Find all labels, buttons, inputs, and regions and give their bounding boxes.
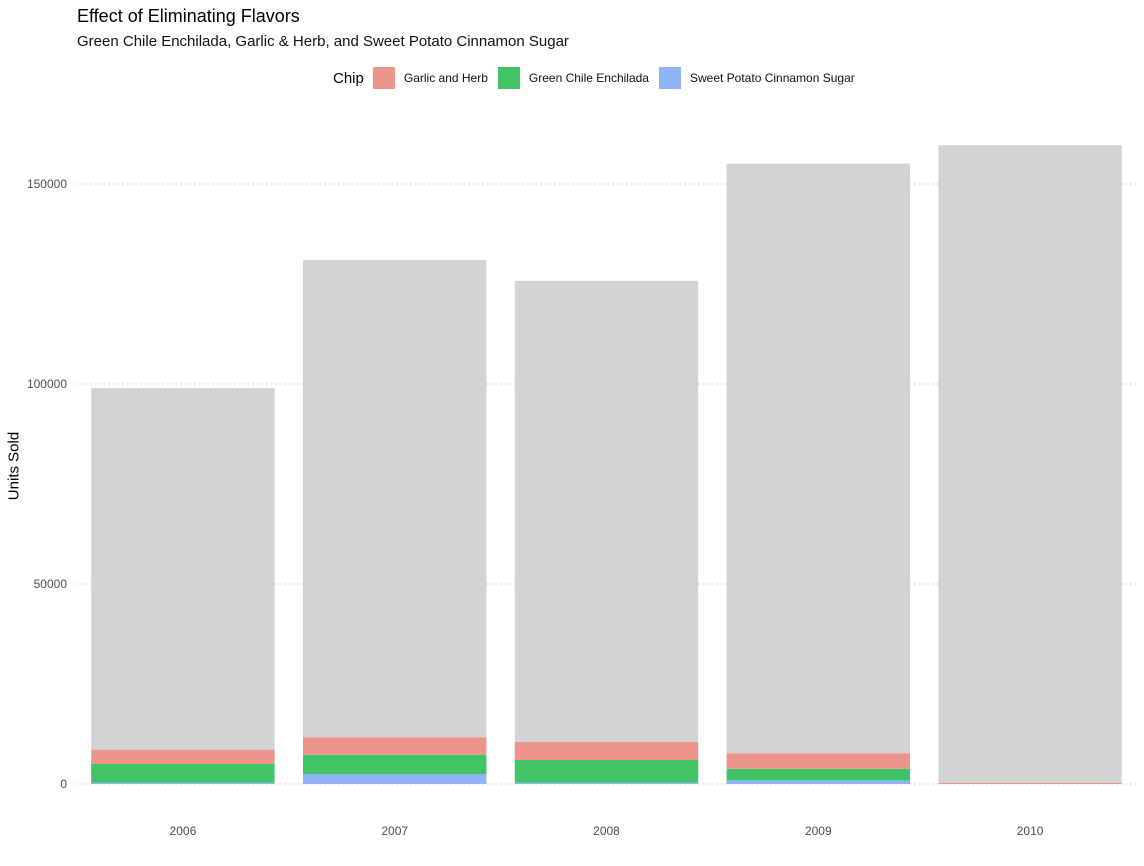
bar-2006-green-chile-enchilada bbox=[91, 764, 275, 783]
bar-2006-remaining bbox=[91, 388, 275, 750]
legend-key-garlic-and-herb bbox=[372, 67, 395, 89]
legend: Chip Garlic and Herb Green Chile Enchila… bbox=[333, 66, 865, 90]
legend-item-garlic-and-herb: Garlic and Herb bbox=[372, 67, 488, 89]
y-tick-label: 100000 bbox=[27, 377, 67, 391]
y-tick-label: 50000 bbox=[34, 577, 68, 591]
legend-key-green-chile-enchilada bbox=[497, 67, 520, 89]
legend-item-sweet-potato-cinnamon-sugar: Sweet Potato Cinnamon Sugar bbox=[658, 67, 855, 89]
legend-title: Chip bbox=[333, 69, 364, 87]
x-tick-label: 2009 bbox=[805, 824, 832, 838]
x-tick-label: 2007 bbox=[381, 824, 408, 838]
bar-2009-remaining bbox=[726, 163, 911, 754]
bar-2008-sweet-potato-cinnamon-sugar bbox=[514, 782, 699, 784]
legend-label-sweet-potato-cinnamon-sugar: Sweet Potato Cinnamon Sugar bbox=[689, 71, 855, 85]
chart-title: Effect of Eliminating Flavors bbox=[77, 6, 300, 26]
x-tick-label: 2006 bbox=[170, 824, 197, 838]
chart-subtitle: Green Chile Enchilada, Garlic & Herb, an… bbox=[77, 33, 569, 50]
bar-2009-green-chile-enchilada bbox=[726, 768, 911, 781]
bar-2010-remaining bbox=[938, 145, 1122, 783]
legend-label-green-chile-enchilada: Green Chile Enchilada bbox=[528, 71, 649, 85]
bar-2007-remaining bbox=[302, 260, 487, 738]
x-tick-label: 2008 bbox=[593, 824, 620, 838]
bar-2007-green-chile-enchilada bbox=[302, 754, 487, 774]
bar-2007-garlic-and-herb bbox=[302, 737, 487, 755]
bar-2010-garlic-and-herb bbox=[938, 782, 1122, 784]
legend-key-sweet-potato-cinnamon-sugar bbox=[658, 67, 681, 89]
legend-label-garlic-and-herb: Garlic and Herb bbox=[403, 71, 488, 85]
bar-2006-sweet-potato-cinnamon-sugar bbox=[91, 782, 275, 784]
bar-2008-green-chile-enchilada bbox=[514, 760, 699, 783]
bar-2008-remaining bbox=[514, 280, 699, 742]
y-tick-label: 150000 bbox=[27, 177, 67, 191]
x-tick-label: 2010 bbox=[1017, 824, 1044, 838]
bar-2006-garlic-and-herb bbox=[91, 749, 275, 764]
bar-2008-garlic-and-herb bbox=[514, 742, 699, 760]
bar-2007-sweet-potato-cinnamon-sugar bbox=[302, 774, 487, 784]
y-tick-label: 0 bbox=[60, 777, 67, 791]
bar-2009-garlic-and-herb bbox=[726, 753, 911, 769]
bar-2009-sweet-potato-cinnamon-sugar bbox=[726, 780, 911, 784]
legend-item-green-chile-enchilada: Green Chile Enchilada bbox=[497, 67, 649, 89]
